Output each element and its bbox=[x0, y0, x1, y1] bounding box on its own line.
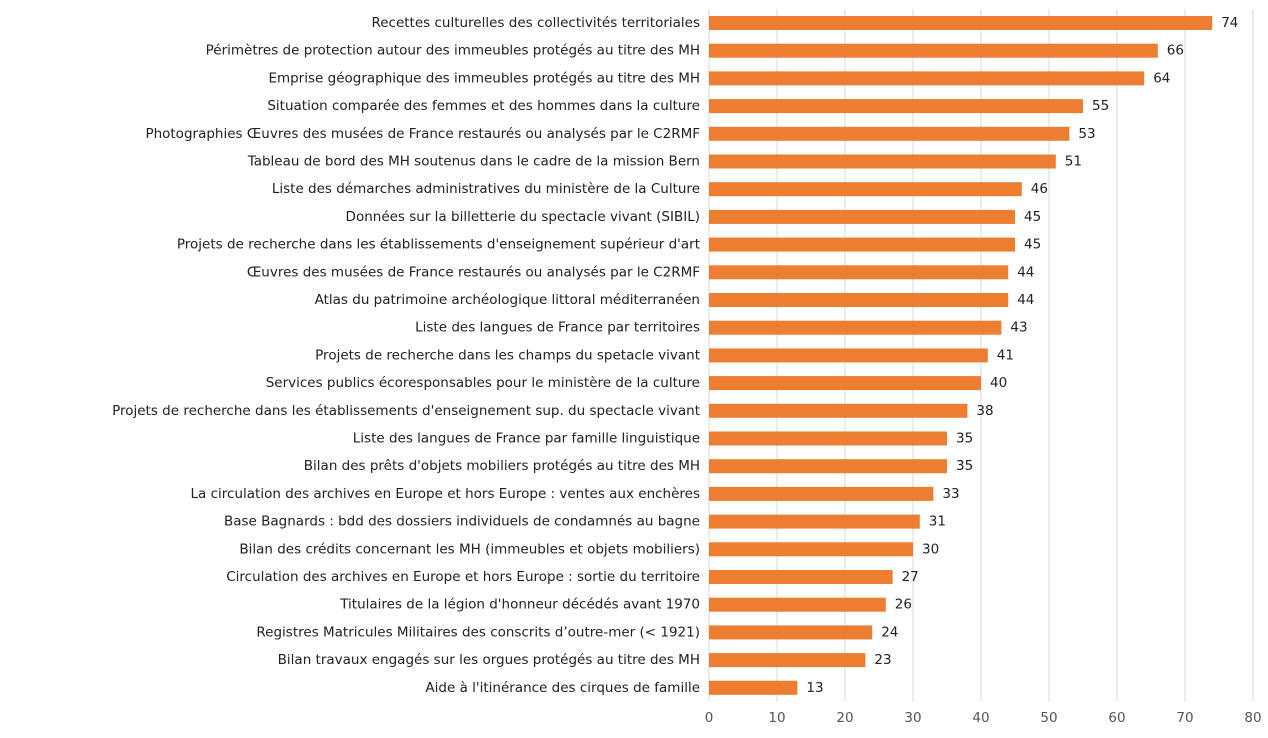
data-label: 13 bbox=[806, 680, 823, 696]
bar bbox=[709, 126, 1070, 141]
bar bbox=[709, 237, 1015, 252]
data-label: 31 bbox=[929, 514, 946, 530]
data-label: 41 bbox=[997, 347, 1014, 363]
x-tick-label: 20 bbox=[836, 710, 853, 726]
y-tick-label: Données sur la billetterie du spectacle … bbox=[346, 209, 700, 225]
x-tick-label: 80 bbox=[1244, 710, 1261, 726]
bar bbox=[709, 403, 968, 418]
x-tick-label: 60 bbox=[1108, 710, 1125, 726]
bar bbox=[709, 486, 934, 501]
bar bbox=[709, 514, 920, 529]
y-tick-label: Registres Matricules Militaires des cons… bbox=[256, 624, 700, 640]
y-tick-label: La circulation des archives en Europe et… bbox=[191, 486, 700, 502]
x-tick-label: 0 bbox=[705, 710, 714, 726]
data-label: 53 bbox=[1078, 126, 1095, 142]
bar bbox=[709, 459, 947, 474]
data-label: 45 bbox=[1024, 209, 1041, 225]
y-tick-label: Liste des langues de France par famille … bbox=[353, 431, 700, 447]
data-label: 43 bbox=[1010, 320, 1027, 336]
bar bbox=[709, 43, 1158, 58]
y-tick-label: Atlas du patrimoine archéologique littor… bbox=[315, 292, 700, 308]
y-tick-label: Recettes culturelles des collectivités t… bbox=[371, 15, 700, 31]
data-label: 46 bbox=[1031, 181, 1048, 197]
bar bbox=[709, 209, 1015, 224]
y-tick-label: Œuvres des musées de France restaurés ou… bbox=[247, 264, 700, 280]
bar bbox=[709, 625, 873, 640]
bar bbox=[709, 653, 866, 668]
y-tick-label: Liste des langues de France par territoi… bbox=[415, 320, 700, 336]
bar bbox=[709, 16, 1213, 30]
y-tick-label: Liste des démarches administratives du m… bbox=[272, 181, 700, 197]
y-tick-label: Base Bagnards : bdd des dossiers individ… bbox=[224, 514, 700, 530]
bar bbox=[709, 348, 988, 363]
y-tick-label: Projets de recherche dans les établissem… bbox=[112, 403, 700, 419]
y-tick-label: Bilan des crédits concernant les MH (imm… bbox=[239, 541, 700, 557]
y-tick-label: Photographies Œuvres des musées de Franc… bbox=[145, 126, 700, 142]
bar bbox=[709, 154, 1056, 169]
data-label: 40 bbox=[990, 375, 1007, 391]
y-tick-label: Bilan travaux engagés sur les orgues pro… bbox=[278, 652, 700, 668]
bar bbox=[709, 542, 913, 557]
y-tick-label: Titulaires de la légion d'honneur décédé… bbox=[339, 597, 700, 613]
data-label: 64 bbox=[1153, 70, 1170, 86]
data-label: 30 bbox=[922, 541, 939, 557]
y-tick-label: Situation comparée des femmes et des hom… bbox=[267, 98, 700, 114]
data-label: 35 bbox=[956, 458, 973, 474]
y-tick-label: Services publics écoresponsables pour le… bbox=[266, 375, 700, 391]
data-label: 66 bbox=[1167, 43, 1184, 59]
data-label: 33 bbox=[942, 486, 959, 502]
data-label: 27 bbox=[902, 569, 919, 585]
data-label: 51 bbox=[1065, 154, 1082, 170]
data-label: 24 bbox=[881, 624, 898, 640]
bar bbox=[709, 99, 1083, 114]
data-label: 23 bbox=[874, 652, 891, 668]
data-label: 55 bbox=[1092, 98, 1109, 114]
y-tick-label: Projets de recherche dans les champs du … bbox=[315, 347, 700, 363]
x-tick-label: 50 bbox=[1040, 710, 1057, 726]
data-label: 44 bbox=[1017, 292, 1034, 308]
bar bbox=[709, 320, 1002, 335]
x-tick-label: 40 bbox=[972, 710, 989, 726]
y-tick-label: Emprise géographique des immeubles proté… bbox=[268, 70, 700, 86]
x-tick-label: 10 bbox=[768, 710, 785, 726]
data-label: 44 bbox=[1017, 264, 1034, 280]
y-tick-label: Projets de recherche dans les établissem… bbox=[177, 237, 700, 253]
data-label: 74 bbox=[1221, 15, 1238, 31]
bar bbox=[709, 182, 1022, 197]
data-label: 38 bbox=[976, 403, 993, 419]
bar bbox=[709, 570, 893, 584]
y-tick-label: Aide à l'itinérance des cirques de famil… bbox=[425, 680, 700, 696]
bar bbox=[709, 597, 886, 612]
data-label: 26 bbox=[895, 597, 912, 613]
x-tick-label: 70 bbox=[1176, 710, 1193, 726]
y-tick-label: Périmètres de protection autour des imme… bbox=[206, 43, 700, 59]
bar bbox=[709, 293, 1009, 307]
data-label: 45 bbox=[1024, 237, 1041, 253]
bar bbox=[709, 376, 981, 391]
bar bbox=[709, 265, 1009, 280]
data-label: 35 bbox=[956, 431, 973, 447]
bar bbox=[709, 431, 947, 446]
bar bbox=[709, 680, 798, 695]
bar bbox=[709, 71, 1145, 86]
x-tick-label: 30 bbox=[904, 710, 921, 726]
y-tick-label: Circulation des archives en Europe et ho… bbox=[226, 569, 700, 585]
y-tick-label: Tableau de bord des MH soutenus dans le … bbox=[247, 154, 700, 170]
y-tick-label: Bilan des prêts d'objets mobiliers proté… bbox=[304, 458, 700, 474]
